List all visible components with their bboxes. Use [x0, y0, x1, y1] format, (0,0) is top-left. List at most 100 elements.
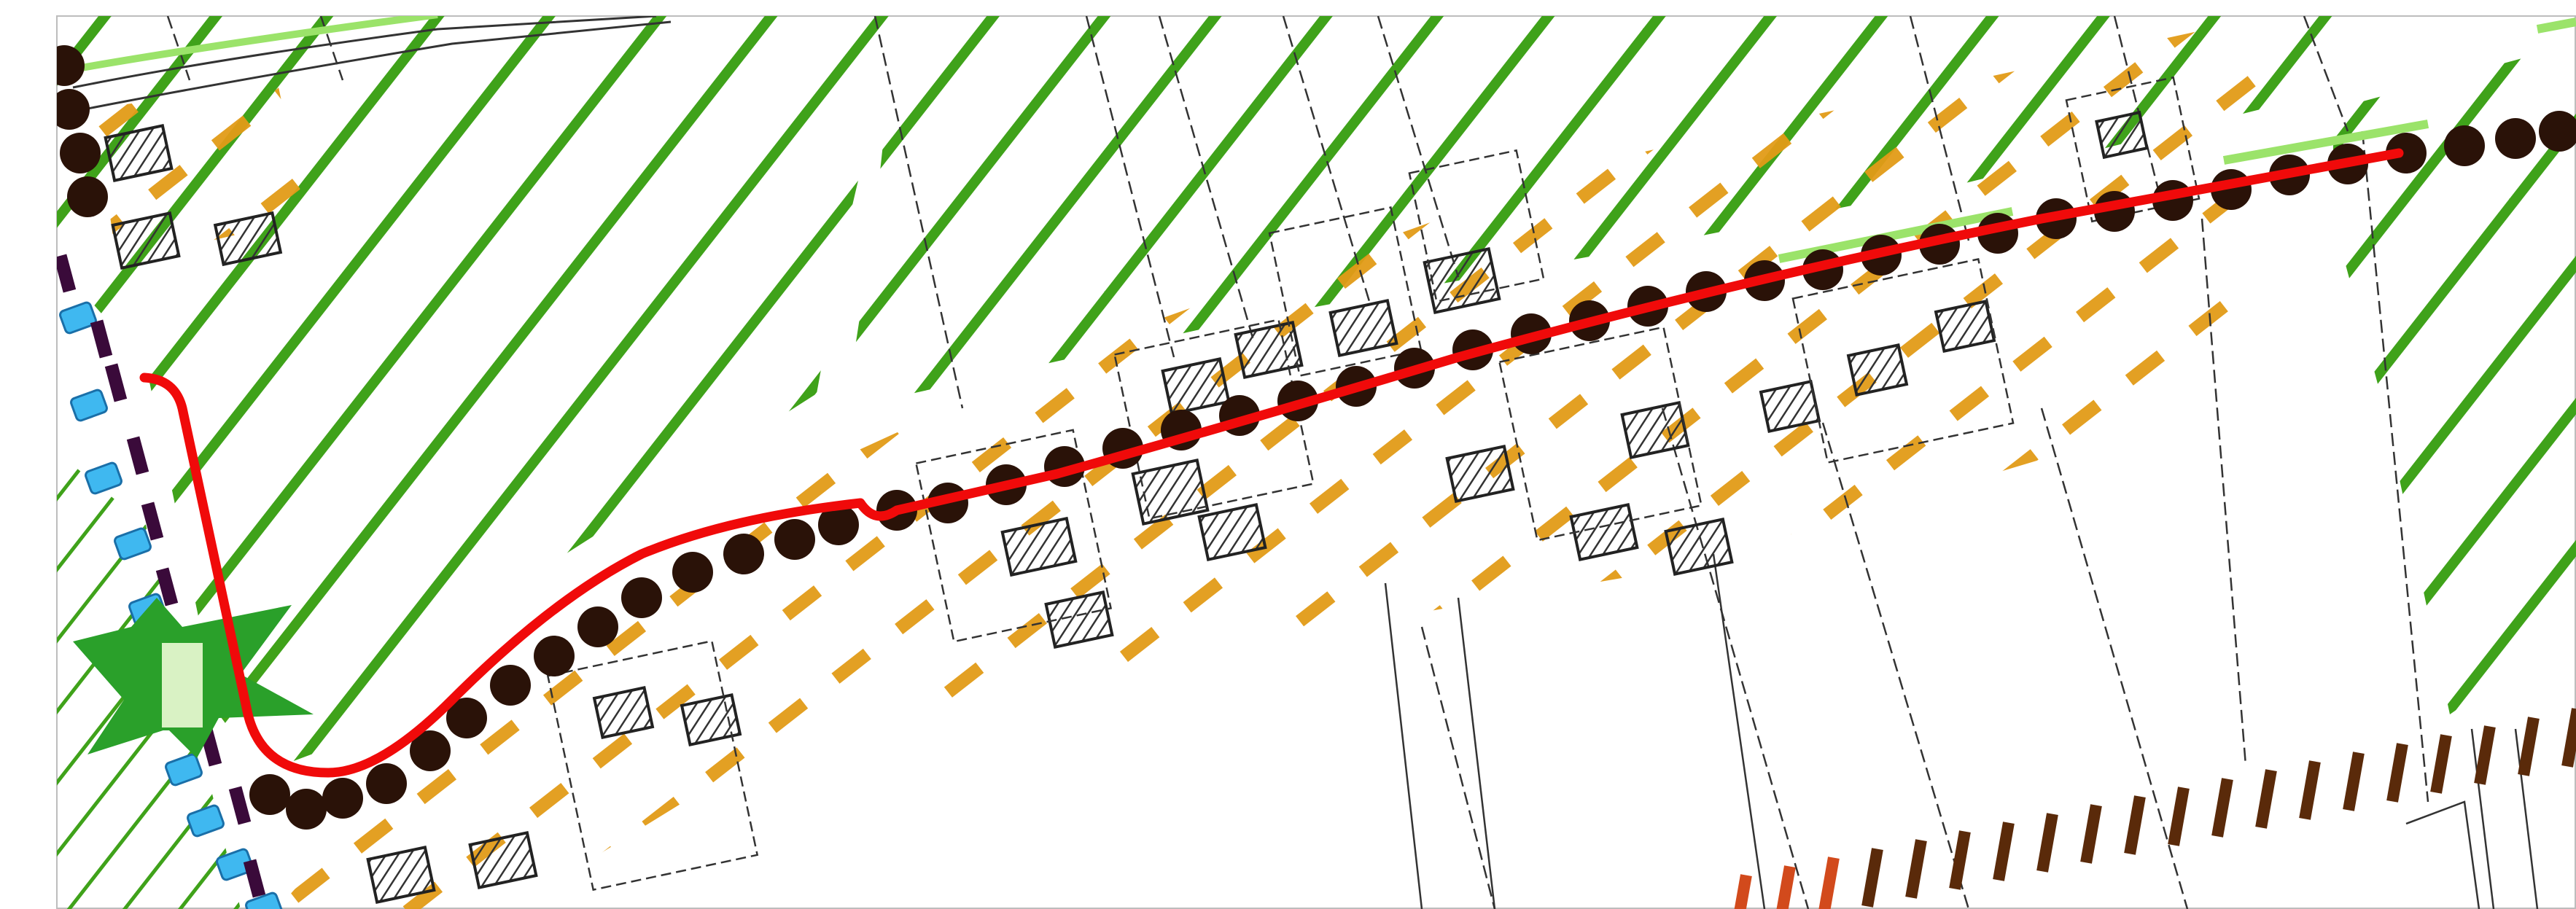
boundary-dot — [286, 789, 327, 830]
boundary-dot — [2386, 133, 2427, 173]
parcel-boundary-lot — [2065, 76, 2201, 223]
building-footprint — [1000, 516, 1078, 577]
road-strip — [72, 16, 672, 111]
purple-mark — [141, 502, 164, 541]
building-footprint — [1664, 517, 1734, 577]
brown-tick — [1949, 830, 1971, 890]
brown-tick — [2474, 725, 2496, 785]
building-footprint — [1569, 502, 1639, 562]
blue-marker — [165, 753, 203, 787]
boundary-dot — [60, 133, 101, 173]
parcel-boundary-lot — [1791, 258, 2015, 464]
parcel-boundary-lot — [1498, 326, 1703, 542]
boundary-dot — [621, 577, 662, 618]
blue-marker — [85, 461, 122, 495]
brown-tick — [2299, 760, 2321, 820]
brown-tick — [1774, 865, 1796, 909]
purple-mark — [126, 436, 149, 475]
building-footprint — [1423, 247, 1501, 314]
blue-marker — [114, 527, 152, 561]
blue-marker — [216, 848, 254, 881]
brown-tick — [1730, 874, 1752, 909]
orange-hatch-area — [277, 16, 2275, 909]
blue-marker — [70, 389, 108, 422]
building-footprint — [366, 845, 436, 905]
boundary-dot — [366, 763, 407, 804]
boundary-dot — [577, 606, 618, 647]
building-footprint — [1131, 459, 1210, 526]
building-footprint — [1328, 298, 1398, 358]
boundary-dot — [723, 534, 764, 574]
building-footprint — [680, 693, 742, 747]
brown-tick — [2255, 769, 2277, 829]
blue-marker — [245, 892, 283, 909]
light-green-strip — [2536, 17, 2576, 34]
green-hatch-area — [2333, 44, 2576, 714]
brown-tick — [1993, 822, 2015, 881]
building-footprint — [1445, 444, 1515, 504]
boundary-dot — [410, 730, 451, 771]
building-footprint — [1759, 379, 1821, 434]
building-footprint — [1197, 502, 1267, 562]
boundary-dot — [446, 698, 487, 738]
route-line — [139, 148, 2404, 778]
blue-marker — [187, 804, 225, 838]
building-footprint — [468, 830, 538, 890]
boundary-dot — [672, 552, 713, 593]
parcel-boundary-lot — [914, 429, 1113, 643]
brown-tick — [2430, 734, 2452, 794]
purple-mark — [243, 859, 266, 898]
boundary-dot — [818, 504, 859, 545]
parcel-boundary-solid — [1384, 553, 2539, 909]
blue-marker — [59, 301, 97, 335]
building-footprint — [592, 685, 655, 740]
brown-tick — [1861, 848, 1883, 908]
purple-mark — [155, 567, 179, 606]
light-green-strip — [2222, 120, 2429, 165]
boundary-dot — [57, 89, 90, 130]
brown-tick — [2036, 813, 2058, 873]
building-footprint — [104, 123, 174, 183]
purple-mark — [228, 786, 252, 825]
brown-tick — [2561, 708, 2576, 768]
building-group — [104, 76, 2201, 905]
purple-mark — [104, 363, 128, 402]
brown-tick — [1818, 857, 1840, 909]
boundary-dot — [322, 778, 363, 819]
building-footprint — [1044, 590, 1114, 649]
purple-mark — [90, 319, 113, 359]
building-footprint — [1934, 299, 1996, 354]
building-footprint — [1234, 320, 1304, 380]
boundary-dot — [249, 774, 290, 815]
purple-marks — [57, 254, 266, 898]
boundary-dot — [2539, 111, 2576, 152]
brown-tick — [2386, 743, 2408, 803]
building-footprint — [1846, 343, 1909, 397]
light-green-strip — [72, 16, 438, 73]
boundary-dot — [57, 45, 85, 86]
boundary-dot — [67, 176, 108, 217]
brown-tick — [2080, 804, 2102, 864]
parcel-boundary-lot — [1408, 149, 1545, 303]
boundary-dot — [774, 519, 815, 560]
brown-ticks — [1730, 708, 2576, 909]
brown-tick — [2343, 752, 2365, 811]
parcel-boundary-lot — [546, 639, 759, 892]
boundary-dot — [2444, 125, 2485, 166]
blue-markers — [59, 301, 283, 909]
brown-tick — [2168, 787, 2190, 846]
parcel-boundary-lot — [1268, 206, 1423, 377]
building-footprint — [111, 211, 181, 270]
brown-tick — [2124, 795, 2146, 855]
brown-tick — [2518, 717, 2540, 776]
building-footprint — [1161, 356, 1231, 416]
boundary-dot — [490, 665, 531, 706]
parcel-boundary — [166, 16, 2429, 909]
building-footprint — [213, 211, 283, 267]
purple-mark — [57, 254, 77, 293]
green-star-detail — [159, 640, 206, 730]
boundary-dot — [534, 636, 575, 676]
building-footprint — [2095, 110, 2149, 160]
